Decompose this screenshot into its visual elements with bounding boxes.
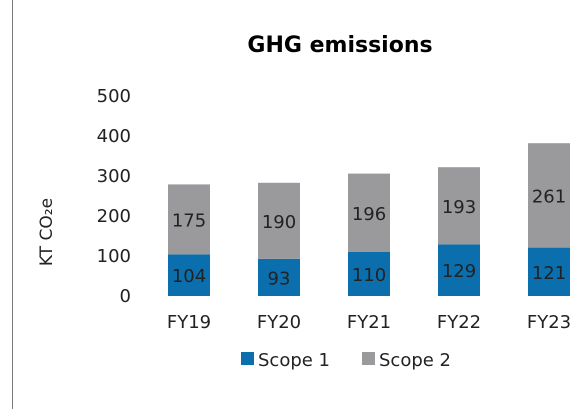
bar-value-label: 110 [352,265,386,286]
x-tick-label: FY22 [437,312,481,333]
bar-scope-1 [348,252,390,296]
legend-label: Scope 2 [379,350,451,371]
bar-scope-1 [168,254,210,296]
y-tick-label: 100 [97,246,131,267]
x-tick-label: FY23 [527,312,571,333]
bar-value-label: 261 [532,186,566,207]
bar-scope-2 [348,173,390,252]
bar-value-label: 93 [268,268,291,289]
legend-label: Scope 1 [258,350,330,371]
bar-value-label: 104 [172,266,206,287]
y-tick-label: 200 [97,206,131,227]
bar-series: 104 175 93 190 110 196 129 193 121 261 [168,143,570,296]
frame-left-border [12,0,13,409]
x-tick-label: FY19 [167,312,211,333]
x-tick-label: FY21 [347,312,391,333]
bar-scope-1 [528,247,570,296]
bar-scope-1 [438,244,480,296]
bar-scope-1 [258,258,300,296]
bar-value-label: 196 [352,204,386,225]
bar-value-label: 175 [172,210,206,231]
bar-value-label: 121 [532,263,566,284]
bar-scope-2 [438,167,480,245]
chart-title: GHG emissions [247,33,432,58]
bar-scope-2 [258,182,300,259]
legend-swatch [362,352,375,365]
legend-swatch [241,352,254,365]
x-tick-label: FY20 [257,312,301,333]
y-tick-label: 0 [120,286,131,307]
y-axis-label: KT CO₂e [37,198,57,266]
y-tick-label: 300 [97,166,131,187]
y-tick-label: 400 [97,126,131,147]
y-tick-label: 500 [97,86,131,107]
bar-scope-2 [168,184,210,255]
bar-value-label: 193 [442,197,476,218]
bar-scope-2 [528,143,570,248]
bar-value-label: 190 [262,212,296,233]
x-axis-ticks: FY19 FY20 FY21 FY22 FY23 [167,312,571,333]
y-axis-ticks: 0 100 200 300 400 500 [97,86,131,307]
bar-value-label: 129 [442,261,476,282]
legend: Scope 1 Scope 2 [241,350,451,371]
